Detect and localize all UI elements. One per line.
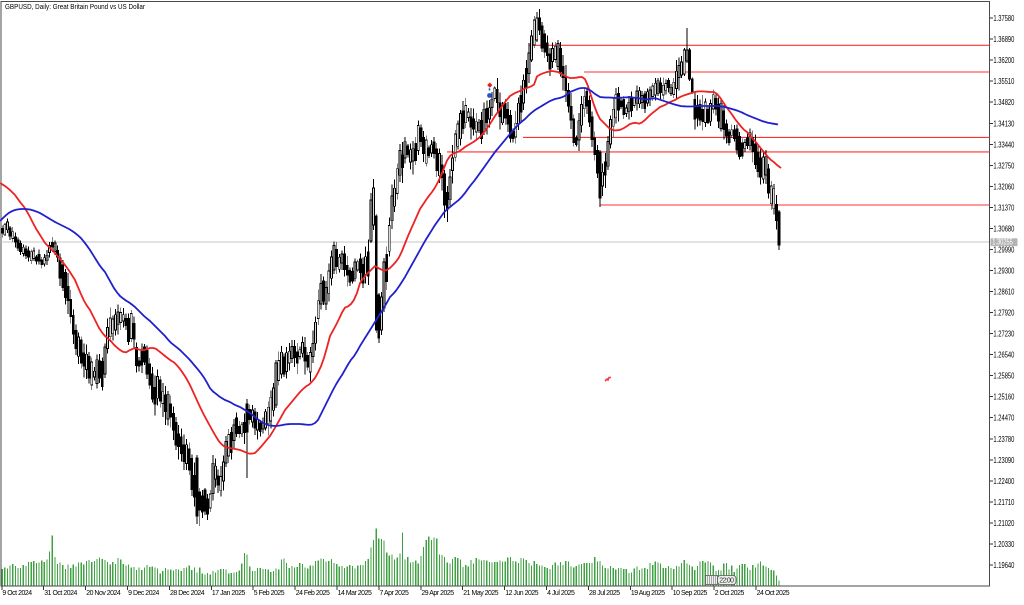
- svg-text:24 Oct 2025: 24 Oct 2025: [757, 590, 790, 597]
- svg-text:1.33440: 1.33440: [993, 139, 1014, 149]
- svg-text:1.25160: 1.25160: [993, 392, 1014, 402]
- svg-text:1.36200: 1.36200: [993, 55, 1014, 65]
- svg-text:28 Dec 2024: 28 Dec 2024: [170, 590, 205, 597]
- svg-text:20 Nov 2024: 20 Nov 2024: [86, 590, 121, 597]
- svg-text:28 Jul 2025: 28 Jul 2025: [589, 590, 620, 597]
- svg-text:2 Oct 2025: 2 Oct 2025: [715, 590, 745, 597]
- svg-text:1.26540: 1.26540: [993, 350, 1014, 360]
- svg-text:1.30255: 1.30255: [992, 238, 1013, 247]
- svg-text:1.36890: 1.36890: [993, 34, 1014, 44]
- svg-text:1.27230: 1.27230: [993, 329, 1014, 339]
- svg-text:1.35510: 1.35510: [993, 76, 1014, 86]
- svg-text:22:00: 22:00: [719, 578, 734, 585]
- svg-text:1.29300: 1.29300: [993, 266, 1014, 276]
- svg-text:21 May 2025: 21 May 2025: [463, 590, 499, 597]
- svg-text:9 Oct 2024: 9 Oct 2024: [2, 590, 32, 597]
- svg-text:1.34820: 1.34820: [993, 97, 1014, 107]
- svg-text:1.27920: 1.27920: [993, 308, 1014, 318]
- svg-text:1.32750: 1.32750: [993, 160, 1014, 170]
- svg-text:1.19640: 1.19640: [993, 560, 1014, 570]
- svg-text:24 Feb 2025: 24 Feb 2025: [296, 590, 330, 597]
- svg-text:1.25850: 1.25850: [993, 371, 1014, 381]
- svg-text:1.22400: 1.22400: [993, 476, 1014, 486]
- svg-text:5 Feb 2025: 5 Feb 2025: [254, 590, 285, 597]
- svg-text:12 Jun 2025: 12 Jun 2025: [505, 590, 539, 597]
- svg-text:1.21020: 1.21020: [993, 518, 1014, 528]
- svg-text:GBPUSD, Daily: Great Britain: GBPUSD, Daily: Great Britain Pound vs US…: [5, 2, 145, 11]
- svg-text:1.32060: 1.32060: [993, 181, 1014, 191]
- svg-text:14 Mar 2025: 14 Mar 2025: [338, 590, 372, 597]
- svg-text:9 Dec 2024: 9 Dec 2024: [128, 590, 159, 597]
- svg-text:31 Oct 2024: 31 Oct 2024: [44, 590, 77, 597]
- svg-text:4 Jul 2025: 4 Jul 2025: [547, 590, 575, 597]
- svg-text:1.29990: 1.29990: [993, 245, 1014, 255]
- svg-text:29 Apr 2025: 29 Apr 2025: [421, 590, 454, 597]
- svg-text:1.23090: 1.23090: [993, 455, 1014, 465]
- svg-text:1.20330: 1.20330: [993, 539, 1014, 549]
- svg-text:1.24470: 1.24470: [993, 413, 1014, 423]
- svg-text:1.28610: 1.28610: [993, 287, 1014, 297]
- svg-text:10 Sep 2025: 10 Sep 2025: [673, 590, 708, 597]
- svg-text:1.37580: 1.37580: [993, 13, 1014, 23]
- svg-text:7 Apr 2025: 7 Apr 2025: [380, 590, 409, 597]
- svg-text:19 Aug 2025: 19 Aug 2025: [631, 590, 665, 597]
- svg-text:1.31370: 1.31370: [993, 202, 1014, 212]
- svg-text:1.30680: 1.30680: [993, 223, 1014, 233]
- svg-text:1.21710: 1.21710: [993, 497, 1014, 507]
- svg-text:1.23780: 1.23780: [993, 434, 1014, 444]
- svg-text:17 Jan 2025: 17 Jan 2025: [212, 590, 246, 597]
- svg-text:1.34130: 1.34130: [993, 118, 1014, 128]
